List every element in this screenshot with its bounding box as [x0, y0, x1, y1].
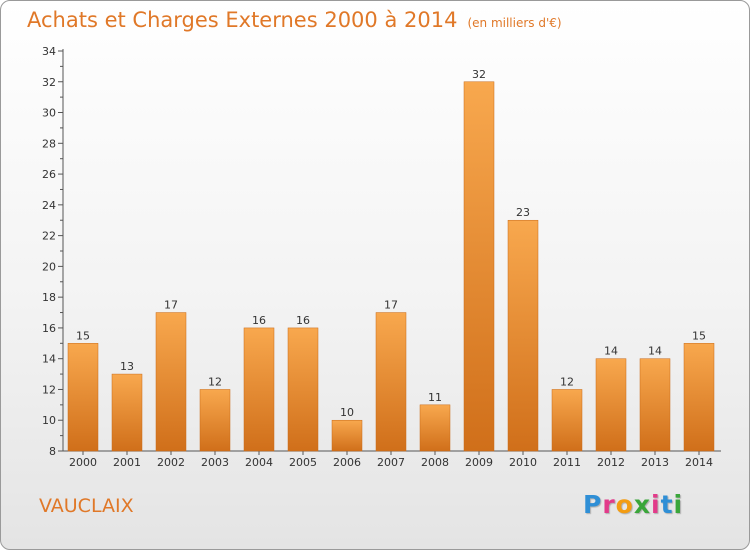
y-tick-label: 12: [42, 383, 56, 396]
x-tick-label: 2009: [465, 456, 493, 469]
x-tick-label: 2011: [553, 456, 581, 469]
y-tick-label: 34: [42, 45, 56, 58]
x-tick-label: 2012: [597, 456, 625, 469]
proxiti-logo: Proxiti: [583, 490, 683, 519]
bar: [595, 358, 627, 452]
bar: [67, 343, 99, 452]
y-tick-label: 28: [42, 137, 56, 150]
x-tick-label: 2004: [245, 456, 273, 469]
bar-value-label: 32: [472, 68, 486, 81]
bar: [463, 81, 495, 452]
x-tick-label: 2003: [201, 456, 229, 469]
bar: [331, 419, 363, 452]
bar-value-label: 17: [384, 299, 398, 312]
bar-value-label: 13: [120, 360, 134, 373]
bar-value-label: 16: [296, 314, 310, 327]
logo-letter: i: [651, 490, 661, 519]
bar: [551, 389, 583, 452]
bar: [419, 404, 451, 452]
y-tick-label: 30: [42, 107, 56, 120]
bar-value-label: 11: [428, 391, 442, 404]
y-tick-label: 18: [42, 291, 56, 304]
bar-value-label: 14: [648, 345, 662, 358]
bar-value-label: 17: [164, 299, 178, 312]
x-tick-label: 2007: [377, 456, 405, 469]
chart-title: Achats et Charges Externes 2000 à 2014 (e…: [27, 8, 562, 32]
bar-value-label: 12: [208, 375, 222, 388]
x-tick-label: 2006: [333, 456, 361, 469]
x-tick-label: 2005: [289, 456, 317, 469]
logo-letter: P: [583, 490, 603, 519]
y-tick-label: 10: [42, 414, 56, 427]
x-tick-label: 2002: [157, 456, 185, 469]
bar: [683, 343, 715, 452]
x-tick-label: 2001: [113, 456, 141, 469]
bar: [199, 389, 231, 452]
bar: [639, 358, 671, 452]
y-tick-label: 14: [42, 353, 56, 366]
bar: [111, 373, 143, 452]
bar-value-label: 23: [516, 206, 530, 219]
x-tick-label: 2010: [509, 456, 537, 469]
logo-letter: x: [633, 490, 651, 519]
logo-letter: r: [602, 490, 616, 519]
logo-letter: o: [615, 490, 634, 519]
chart-labels: 8 10 12 14 16 18 20 22 24 26 28 30 32 34 15 2000 13 2001 1…: [42, 45, 713, 469]
y-tick-label: 8: [49, 445, 56, 458]
y-tick-label: 32: [42, 76, 56, 89]
logo-letter: i: [673, 490, 684, 519]
bar: [375, 312, 407, 452]
bar-value-label: 12: [560, 375, 574, 388]
bar: [155, 312, 187, 452]
bar: [287, 327, 319, 452]
y-tick-label: 20: [42, 260, 56, 273]
logo-letter: t: [660, 490, 674, 519]
x-tick-label: 2008: [421, 456, 449, 469]
x-tick-label: 2013: [641, 456, 669, 469]
bar-value-label: 15: [692, 329, 706, 342]
bar-value-label: 16: [252, 314, 266, 327]
chart-unit: (en milliers d'€): [467, 16, 562, 30]
chart-bars: [67, 81, 715, 452]
bar-value-label: 15: [76, 329, 90, 342]
chart-title-text: Achats et Charges Externes 2000 à 2014: [27, 8, 458, 32]
bar: [243, 327, 275, 452]
y-tick-label: 22: [42, 230, 56, 243]
y-tick-label: 16: [42, 322, 56, 335]
bar-value-label: 14: [604, 345, 618, 358]
x-tick-label: 2014: [685, 456, 713, 469]
bar-value-label: 10: [340, 406, 354, 419]
bar: [507, 219, 539, 452]
commune-name: VAUCLAIX: [39, 495, 134, 517]
x-tick-label: 2000: [69, 456, 97, 469]
y-tick-label: 26: [42, 168, 56, 181]
y-tick-label: 24: [42, 199, 56, 212]
